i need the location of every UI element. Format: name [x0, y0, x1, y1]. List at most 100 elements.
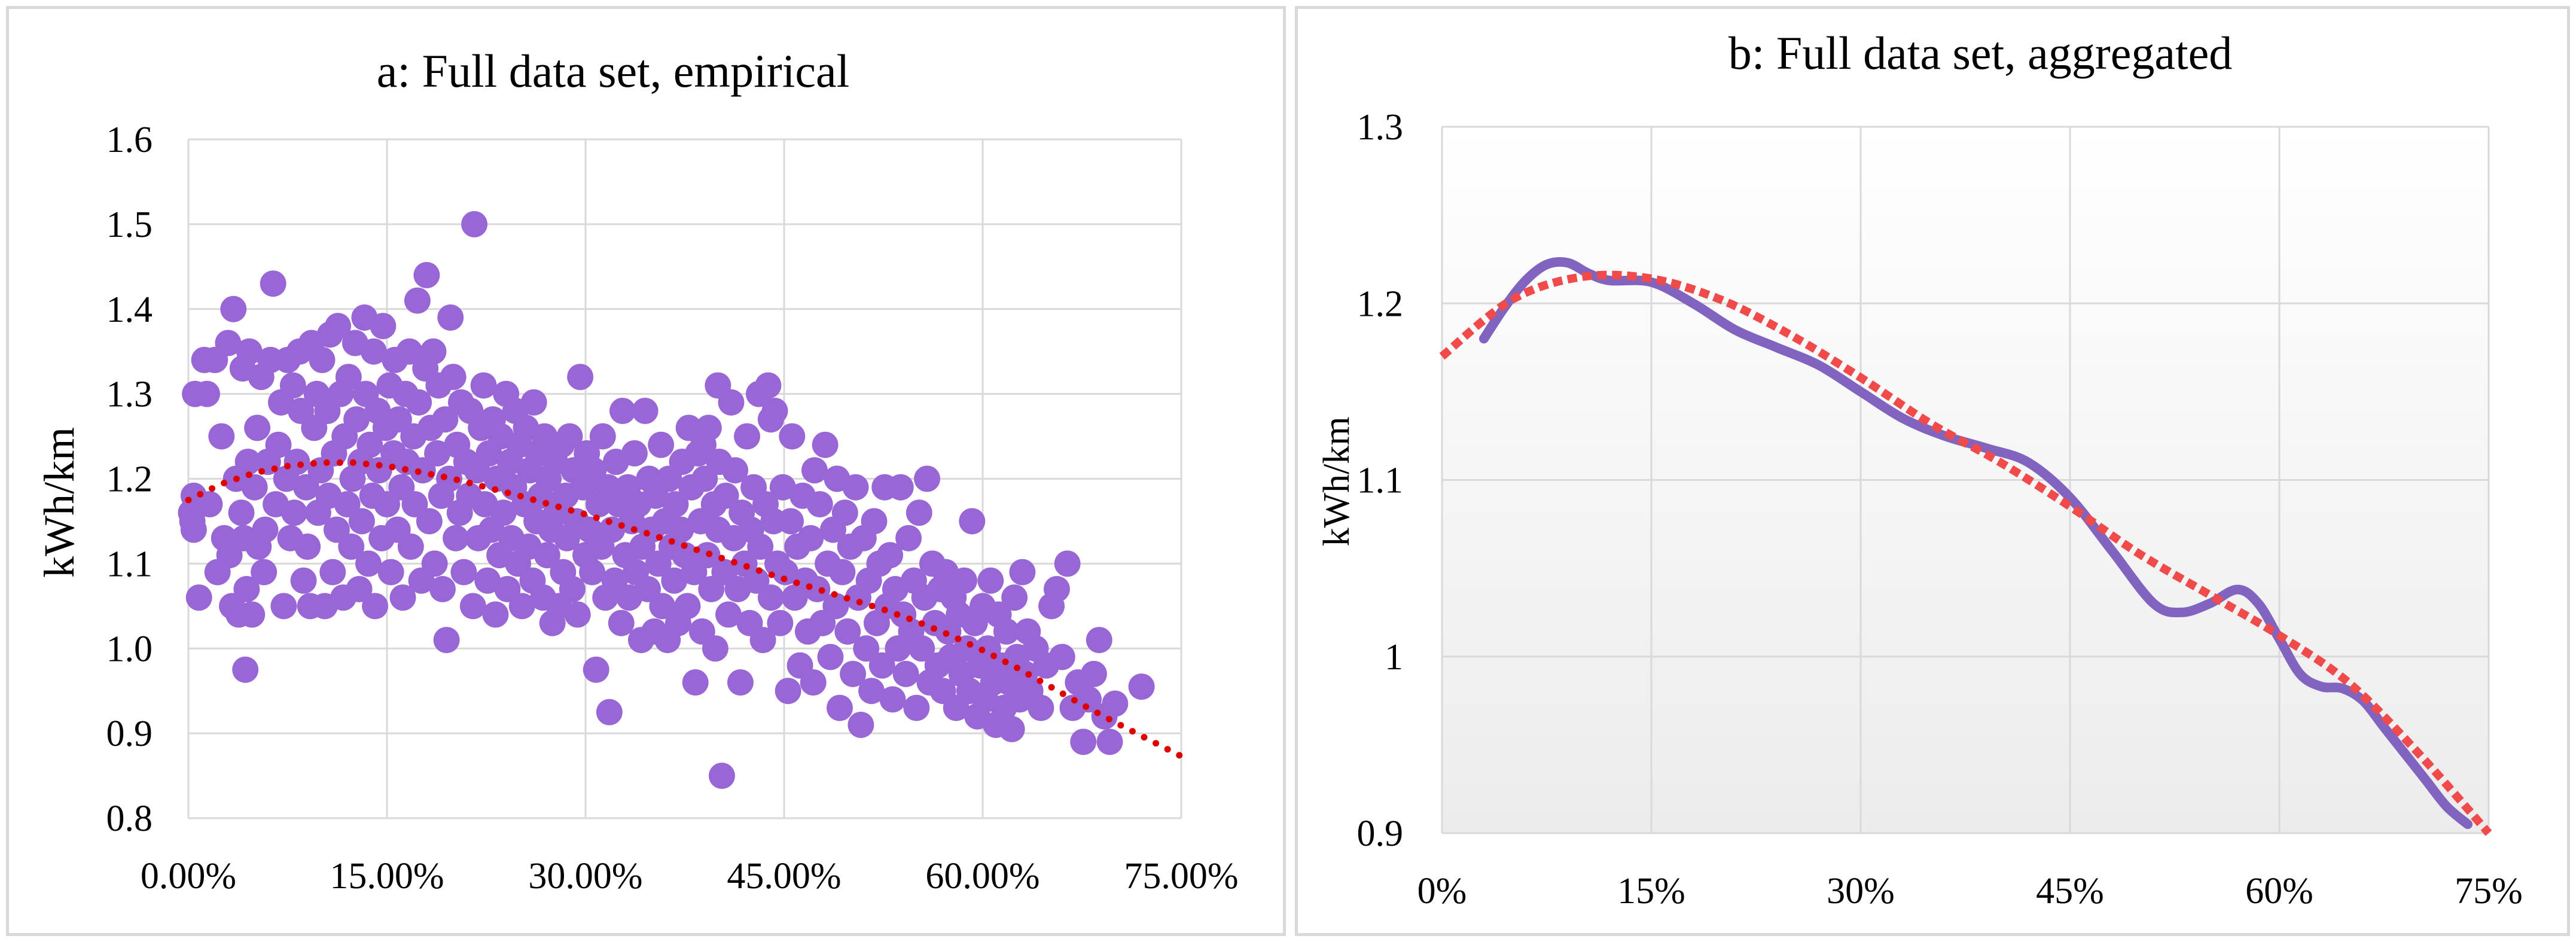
- scatter-point: [804, 575, 831, 602]
- scatter-point: [437, 304, 464, 331]
- x-tick-label: 60%: [2245, 871, 2313, 911]
- scatter-point: [228, 499, 255, 526]
- scatter-point: [755, 372, 782, 399]
- scatter-point: [215, 330, 242, 356]
- scatter-point: [196, 491, 223, 518]
- x-tick-label: 45.00%: [727, 856, 841, 897]
- scatter-point: [490, 499, 517, 526]
- y-tick-label: 1.1: [1357, 461, 1404, 501]
- scatter-point: [413, 262, 440, 288]
- scatter-point: [757, 406, 784, 433]
- scatter-point: [621, 440, 648, 467]
- chart-b-y-tick-labels: 0.9 1 1.1 1.2 1.3: [1357, 107, 1404, 854]
- scatter-point: [589, 423, 616, 450]
- chart-a-trendline: [185, 459, 1185, 760]
- scatter-point: [906, 499, 932, 526]
- y-tick-label: 1.6: [106, 120, 153, 160]
- y-tick-label: 1.0: [106, 629, 153, 669]
- y-tick-label: 1.4: [106, 289, 153, 330]
- scatter-point: [853, 635, 880, 662]
- chart-b-y-axis-label: kWh/km: [1316, 417, 1357, 547]
- scatter-point: [1075, 686, 1102, 713]
- scatter-point: [429, 575, 456, 602]
- scatter-point: [1080, 660, 1107, 687]
- scatter-point: [424, 440, 451, 467]
- chart-b-title: b: Full data set, aggregated: [1728, 27, 2233, 79]
- scatter-point: [421, 550, 448, 577]
- scatter-point: [265, 431, 292, 458]
- scatter-point: [290, 567, 317, 594]
- scatter-point: [800, 669, 827, 696]
- x-tick-label: 15%: [1617, 871, 1685, 911]
- chart-b-gridlines: [1441, 126, 2490, 834]
- scatter-point: [868, 652, 895, 679]
- scatter-point: [1070, 728, 1097, 755]
- y-tick-label: 1.2: [1357, 283, 1404, 324]
- scatter-point: [239, 601, 266, 628]
- scatter-point: [520, 389, 547, 416]
- scatter-point: [406, 389, 432, 416]
- trendline-path: [1439, 270, 2492, 836]
- scatter-point: [779, 423, 806, 450]
- scatter-point: [234, 449, 261, 475]
- chart-a-y-tick-labels: 0.8 0.9 1.0 1.1 1.2 1.3 1.4 1.5 1.6: [106, 120, 153, 839]
- scatter-point: [440, 364, 467, 391]
- scatter-point: [233, 575, 260, 602]
- scatter-point: [281, 499, 308, 526]
- scatter-point: [648, 431, 675, 458]
- y-tick-label: 0.9: [1357, 813, 1404, 854]
- scatter-point: [817, 644, 844, 670]
- y-tick-label: 1.3: [106, 374, 153, 415]
- x-tick-label: 30.00%: [528, 856, 642, 897]
- scatter-point: [826, 694, 853, 721]
- scatter-point: [734, 423, 761, 450]
- scatter-point: [757, 584, 784, 611]
- scatter-point: [702, 635, 728, 662]
- chart-a-title: a: Full data set, empirical: [377, 45, 850, 97]
- scatter-point: [362, 593, 389, 620]
- y-tick-label: 1.5: [106, 205, 153, 245]
- scatter-point: [903, 694, 930, 721]
- scatter-point: [180, 516, 207, 543]
- scatter-point: [389, 584, 416, 611]
- scatter-point: [459, 593, 486, 620]
- scatter-point: [294, 534, 321, 560]
- scatter-point: [443, 525, 470, 551]
- scatter-point: [252, 516, 279, 543]
- scatter-point: [682, 669, 709, 696]
- scatter-point: [727, 669, 754, 696]
- scatter-point: [1086, 627, 1112, 654]
- scatter-point: [1048, 644, 1075, 670]
- trendline-path: [185, 459, 1185, 760]
- scatter-point: [599, 516, 626, 543]
- scatter-point: [360, 338, 387, 365]
- scatter-point: [356, 431, 383, 458]
- scatter-point: [661, 567, 688, 594]
- scatter-point: [583, 656, 609, 683]
- scatter-point: [208, 423, 235, 450]
- scatter-point: [797, 525, 824, 551]
- scatter-point: [579, 559, 606, 586]
- scatter-point: [559, 575, 586, 602]
- scatter-point: [608, 609, 635, 636]
- scatter-point: [325, 313, 352, 340]
- scatter-point: [450, 559, 477, 586]
- x-tick-label: 15.00%: [330, 856, 444, 897]
- x-tick-label: 0%: [1417, 871, 1467, 911]
- scatter-point: [914, 465, 941, 492]
- scatter-point: [319, 559, 346, 586]
- scatter-point: [609, 398, 636, 424]
- scatter-point: [834, 618, 861, 645]
- scatter-point: [534, 542, 560, 569]
- scatter-point: [674, 593, 701, 620]
- y-tick-label: 0.8: [106, 798, 153, 839]
- scatter-point: [690, 431, 717, 458]
- scatter-point: [241, 474, 268, 501]
- scatter-point: [564, 601, 591, 628]
- scatter-point: [747, 534, 774, 560]
- chart-panel-b: 0% 15% 30% 45% 60% 75% 0.9 1 1.1 1.2 1.3 b: Full …: [1295, 6, 2570, 936]
- scatter-point: [858, 678, 885, 705]
- chart-b-x-tick-labels: 0% 15% 30% 45% 60% 75%: [1417, 871, 2523, 911]
- chart-a-svg: 0.00% 15.00% 30.00% 45.00% 60.00% 75.00% 0.80…: [35, 45, 1239, 897]
- scatter-point: [193, 380, 220, 407]
